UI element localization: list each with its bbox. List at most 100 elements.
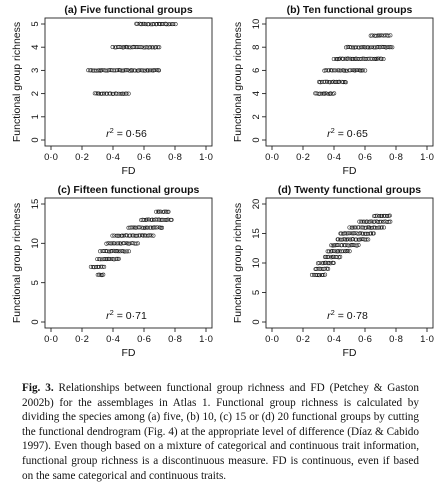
data-point [330, 91, 335, 96]
data-point [143, 68, 148, 73]
data-point [102, 257, 107, 262]
data-point [135, 21, 140, 26]
data-point [134, 241, 139, 246]
x-axis-label: FD [122, 347, 136, 359]
r-value: = 0·71 [114, 310, 147, 322]
y-tick-label: 10 [30, 238, 41, 249]
y-tick-label: 8 [251, 45, 262, 50]
data-point [141, 45, 146, 50]
data-point [343, 56, 348, 61]
data-point [386, 33, 391, 38]
caption-text: Relationships between functional group r… [22, 382, 419, 482]
data-point [331, 249, 336, 254]
chart-title: (d) Twenty functional groups [278, 184, 421, 196]
data-point [114, 249, 119, 253]
data-points [313, 33, 395, 96]
data-point [376, 56, 381, 61]
data-point [129, 241, 134, 246]
data-point [99, 68, 104, 73]
data-point [364, 231, 369, 236]
data-point [158, 22, 163, 27]
data-point [317, 91, 322, 96]
data-point [89, 68, 94, 73]
r-squared-annotation: r2 = 0·56 [106, 126, 147, 141]
data-point [115, 256, 120, 261]
data-point [361, 219, 366, 224]
data-point [385, 45, 390, 50]
data-point [364, 237, 369, 242]
data-point [377, 219, 382, 224]
data-point [329, 243, 334, 248]
data-points [86, 21, 178, 96]
data-point [357, 45, 362, 50]
x-tick-label: 0·2 [75, 334, 89, 345]
data-point [326, 266, 331, 271]
x-tick-label: 0·2 [296, 334, 310, 345]
data-point [341, 80, 346, 85]
data-point [351, 45, 356, 50]
chart-panel-2: (b) Ten functional groups 0·0 0·2 0·4 0·6 0·8… [232, 4, 434, 177]
data-point [139, 45, 144, 50]
data-point [321, 79, 326, 84]
data-point [118, 91, 123, 96]
data-point [375, 225, 380, 230]
data-point [114, 256, 119, 261]
data-point [363, 45, 368, 50]
data-point [348, 56, 353, 61]
data-point [154, 68, 159, 73]
data-point [323, 272, 328, 277]
data-point [316, 266, 321, 271]
data-point [388, 45, 393, 50]
y-tick-label: 0 [251, 137, 262, 142]
data-point [336, 68, 341, 73]
data-point [109, 256, 114, 261]
y-axis-label: Functional group richness [11, 203, 23, 323]
data-point [114, 91, 119, 96]
data-point [109, 241, 114, 246]
data-point [370, 33, 375, 38]
data-point [95, 257, 100, 262]
data-point [112, 241, 117, 246]
data-point [342, 68, 347, 73]
data-point [88, 68, 93, 73]
data-point [315, 273, 320, 278]
data-point [377, 213, 382, 218]
y-tick-label: 15 [251, 228, 262, 239]
data-point [162, 209, 167, 214]
data-point [160, 217, 164, 222]
data-point [86, 68, 91, 73]
data-point [345, 56, 350, 61]
data-point [116, 249, 121, 254]
data-point [93, 264, 98, 269]
data-point [335, 57, 340, 62]
data-point [352, 68, 357, 73]
data-point [122, 68, 127, 73]
data-point [102, 264, 107, 269]
data-point [366, 237, 371, 242]
data-point [127, 241, 132, 246]
data-point [332, 68, 337, 73]
y-tick-label: 4 [251, 91, 262, 96]
data-point [309, 272, 314, 277]
r-symbol: r [327, 310, 331, 322]
x-tick-label: 0·2 [296, 152, 310, 163]
data-point [367, 219, 372, 224]
data-point [359, 56, 364, 61]
data-point [357, 219, 362, 224]
chart-title: (a) Five functional groups [64, 4, 192, 16]
data-point [134, 233, 139, 238]
data-point [154, 209, 159, 214]
data-point [345, 231, 350, 236]
data-point [334, 56, 339, 61]
data-point [126, 91, 131, 96]
r-symbol: r [106, 128, 110, 140]
r-symbol: r [106, 310, 110, 322]
data-point [335, 243, 340, 247]
data-point [347, 249, 352, 254]
plot-frame [265, 197, 434, 329]
data-point [141, 233, 146, 238]
r-value: = 0·65 [335, 128, 368, 140]
data-point [358, 231, 362, 236]
data-point [390, 45, 395, 50]
data-point [107, 68, 111, 73]
